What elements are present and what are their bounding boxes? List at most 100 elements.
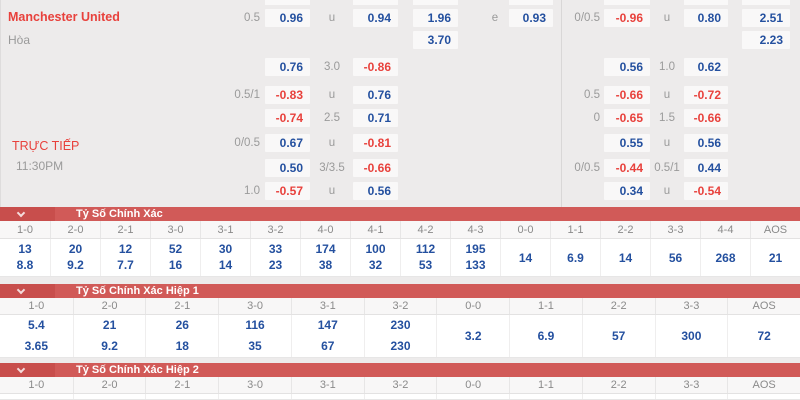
odds-cell[interactable]: 0.44 [684,159,728,177]
score-odds[interactable]: 230 [390,339,411,353]
section-banner[interactable]: Tỷ Số Chính Xác Hiệp 1 [0,284,800,298]
odds-cell[interactable]: -0.57 [265,182,310,200]
odds-cell[interactable]: 0.34 [604,182,650,200]
odds-cell[interactable]: 0.93 [509,9,553,27]
score-odds[interactable]: 6.9 [567,250,584,265]
odds-cell[interactable]: 1.96 [413,9,458,27]
score-odds[interactable]: 26 [175,318,189,332]
odds-cell[interactable]: -0.81 [353,134,398,152]
score-odds[interactable]: 21 [102,318,117,332]
odds-cell[interactable]: 0.94 [353,9,398,27]
score-odds[interactable]: 38 [318,258,333,272]
score-odds[interactable]: 14 [218,258,233,272]
score-odds[interactable]: 14 [618,250,633,265]
odds-cell[interactable]: -0.86 [353,58,398,76]
score-odds[interactable]: 3.2 [464,329,482,343]
score-odds[interactable]: 67 [321,339,335,353]
score-odds[interactable]: 30 [218,242,233,256]
score-odds[interactable]: 133 [465,258,486,272]
score-odds[interactable]: 56 [668,250,683,265]
odds-label: u [663,185,671,197]
score-odds[interactable]: 300 [681,329,702,343]
section-banner[interactable]: Tỷ Số Chính Xác [0,207,800,221]
score-odds[interactable]: 3.65 [24,339,49,353]
score-column-header: 3-0 [150,221,200,238]
score-odds[interactable]: 14 [518,250,533,265]
odds-cell[interactable]: 0.50 [265,159,310,177]
odds-cell[interactable]: -0.65 [604,109,650,127]
score-odds[interactable]: 6.9 [537,329,555,343]
score-odds[interactable]: 174 [315,242,336,256]
score-odds[interactable]: 21 [768,250,783,265]
odds-cell[interactable]: -0.66 [604,86,650,104]
collapse-toggle[interactable] [0,363,55,377]
score-column-header: 2-1 [100,221,150,238]
score-odds[interactable]: 53 [418,258,433,272]
score-odds[interactable]: 72 [757,329,771,343]
odds-cell[interactable]: 2.23 [742,31,790,49]
score-odds[interactable]: 57 [611,329,626,343]
score-odds[interactable]: 16 [168,258,183,272]
odds-cell[interactable]: -0.44 [604,159,650,177]
score-column-header: 3-1 [290,298,364,314]
odds-cell[interactable]: 0.96 [265,9,310,27]
odds-cell[interactable]: 3.70 [413,31,458,49]
chevron-down-icon[interactable] [16,208,26,218]
odds-cell[interactable]: 0.62 [684,58,728,76]
score-odds[interactable]: 268 [715,250,736,265]
odds-cell[interactable]: 0.56 [684,134,728,152]
score-odds[interactable]: 23 [268,258,283,272]
score-odds[interactable]: 8.8 [16,258,34,272]
score-odds[interactable]: 116 [245,318,265,332]
collapse-toggle[interactable] [0,207,55,221]
odds-cell[interactable]: -0.74 [265,109,310,127]
chevron-down-icon[interactable] [16,364,26,374]
odds-cell[interactable]: 0.76 [353,86,398,104]
odds-cell[interactable]: 0.80 [684,9,728,27]
odds-cell[interactable]: -0.54 [684,182,728,200]
odds-cell[interactable]: 0.55 [604,134,650,152]
score-odds[interactable]: 32 [368,258,383,272]
score-odds[interactable]: 147 [317,318,338,332]
score-odds[interactable]: 35 [248,339,262,353]
score-column: 6.9 [509,315,582,357]
score-odds[interactable]: 7.7 [117,258,134,272]
section-banner[interactable]: Tỷ Số Chính Xác Hiệp 2 [0,363,800,377]
score-column-header: 0-0 [436,298,509,314]
score-odds[interactable]: 33 [268,242,283,256]
odds-label: 0.5/1 [234,89,260,101]
collapse-toggle[interactable] [0,284,55,298]
score-column-header: 4-1 [350,221,400,238]
home-team-name[interactable]: Manchester United [8,10,120,24]
score-odds[interactable]: 52 [168,242,183,256]
odds-cell[interactable]: 0.67 [265,134,310,152]
score-odds[interactable]: 230 [390,318,411,332]
score-odds[interactable]: 5.4 [28,318,45,332]
score-odds[interactable]: 20 [68,242,83,256]
score-odds[interactable]: 12 [118,242,133,256]
score-column: 112 53 [400,239,450,276]
odds-cell[interactable]: 0.56 [353,182,398,200]
score-odds[interactable]: 195 [465,242,486,256]
score-column-header: 1-1 [509,298,582,314]
score-odds[interactable]: 112 [415,242,436,256]
score-odds[interactable]: 9.2 [67,258,84,272]
odds-cell[interactable]: -0.66 [353,159,398,177]
score-column: 5.4 3.65 [0,315,73,357]
odds-cell[interactable]: 0.56 [604,58,650,76]
odds-cell[interactable]: -0.83 [265,86,310,104]
score-odds[interactable]: 13 [18,242,32,256]
score-column: 116 35 [218,315,291,357]
odds-cell[interactable]: 0.71 [353,109,398,127]
chevron-down-icon[interactable] [16,285,26,295]
score-odds[interactable]: 100 [365,242,386,256]
odds-cell[interactable]: -0.96 [604,9,650,27]
score-column [0,394,73,399]
score-column-header: 0-0 [500,221,550,238]
odds-cell[interactable]: 2.51 [742,9,790,27]
score-odds[interactable]: 18 [175,339,189,353]
odds-cell[interactable]: -0.72 [684,86,728,104]
score-odds[interactable]: 9.2 [101,339,118,353]
odds-cell[interactable]: -0.66 [684,109,728,127]
odds-cell[interactable]: 0.76 [265,58,310,76]
